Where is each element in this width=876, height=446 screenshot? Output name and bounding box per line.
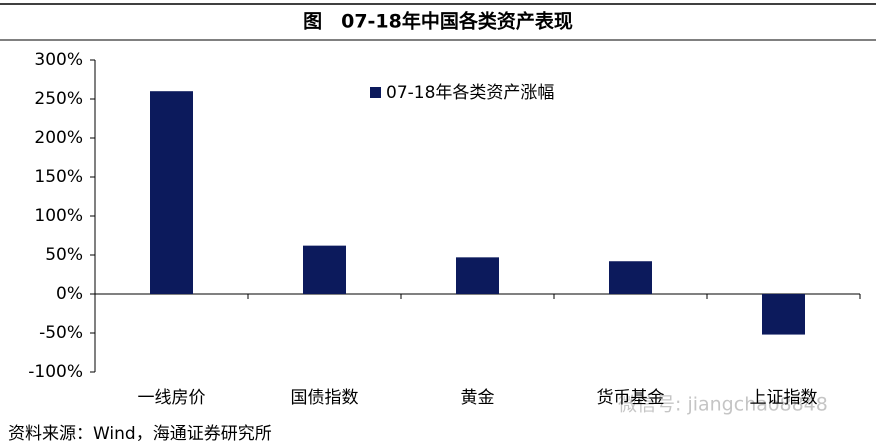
bar <box>609 261 652 294</box>
bar <box>456 257 499 294</box>
y-tick-label: 250% <box>34 89 83 109</box>
source-note: 资料来源：Wind，海通证券研究所 <box>8 424 272 444</box>
y-tick-label: 200% <box>34 128 83 148</box>
y-tick-label: -50% <box>39 323 83 343</box>
bar <box>762 294 805 335</box>
y-tick-label: 100% <box>34 206 83 226</box>
bar <box>303 245 346 294</box>
x-tick-label: 黄金 <box>461 388 495 408</box>
y-tick-label: 0% <box>56 284 83 304</box>
legend-swatch <box>370 87 381 98</box>
y-tick-label: 150% <box>34 167 83 187</box>
legend-label: 07-18年各类资产涨幅 <box>386 83 554 103</box>
x-tick-label: 一线房价 <box>138 388 206 408</box>
chart-title: 图 07-18年中国各类资产表现 <box>303 10 573 33</box>
x-tick-label: 货币基金 <box>597 388 665 408</box>
watermark: 微信号: jiangchao8848 <box>618 394 828 416</box>
bar <box>150 91 193 294</box>
y-tick-label: -100% <box>28 362 83 382</box>
y-tick-label: 50% <box>45 245 83 265</box>
y-tick-label: 300% <box>34 50 83 70</box>
x-tick-label: 上证指数 <box>750 388 818 408</box>
x-tick-label: 国债指数 <box>291 388 359 408</box>
